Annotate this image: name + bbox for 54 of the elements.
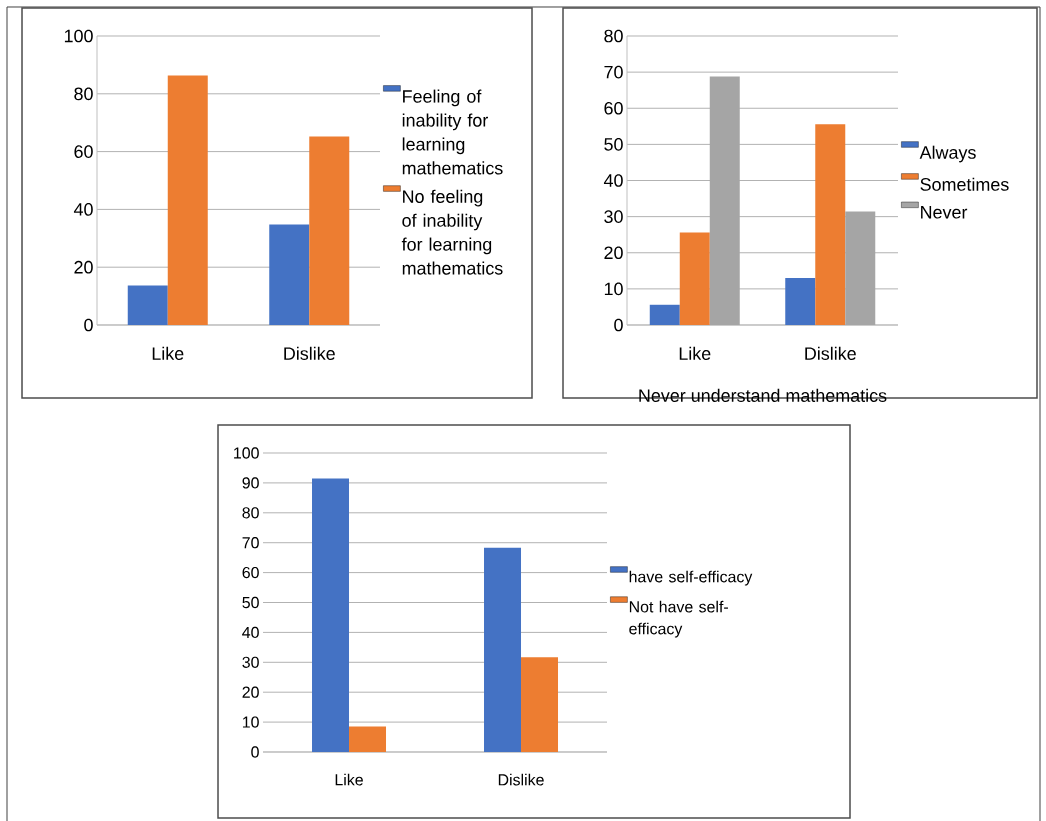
legend-label: Sometimes	[920, 177, 1009, 191]
y-tick-label: 30	[604, 210, 623, 223]
x-tick-label: Dislike	[498, 773, 544, 786]
y-tick-label: 60	[74, 145, 93, 158]
legend-label: Never	[921, 206, 968, 219]
bar	[269, 224, 310, 325]
y-tick-label: 100	[234, 447, 259, 459]
bar	[309, 136, 350, 325]
bar	[845, 211, 876, 325]
y-tick-label: 100	[64, 29, 93, 43]
legend-label: Not have self-efficacy	[629, 600, 728, 638]
bar	[312, 478, 350, 752]
x-tick-label: Like	[152, 346, 184, 360]
bar	[349, 726, 387, 752]
y-tick-label: 20	[604, 246, 623, 260]
bar	[815, 124, 846, 325]
y-tick-label: 60	[604, 101, 623, 115]
x-tick-label: Like	[335, 773, 363, 786]
y-tick-label: 50	[242, 596, 259, 609]
legend-label: No feeling of inability for learning mathematics	[401, 189, 503, 275]
y-tick-label: 50	[604, 138, 623, 151]
bar	[521, 657, 559, 752]
y-tick-label: 10	[242, 716, 259, 728]
bar	[484, 547, 522, 752]
y-tick-label: 10	[604, 282, 623, 296]
y-tick-label: 80	[604, 29, 623, 43]
y-tick-label: 90	[242, 477, 259, 489]
x-tick-label: Dislike	[805, 346, 856, 360]
y-tick-label: 80	[74, 87, 93, 101]
legend-label: Always	[919, 145, 976, 163]
legend-label: Feeling of inability for learning mathematics	[402, 89, 503, 175]
bar	[679, 232, 710, 325]
y-tick-label: 60	[242, 566, 259, 579]
y-tick-label: 70	[604, 65, 623, 79]
bar	[167, 75, 208, 325]
y-tick-label: 20	[242, 686, 259, 698]
y-tick-label: 70	[242, 537, 259, 549]
y-tick-label: 40	[73, 203, 93, 216]
y-tick-label: 30	[242, 656, 259, 668]
bar	[709, 76, 740, 325]
x-axis-title: Never understand mathematics	[639, 388, 887, 402]
x-tick-label: Like	[679, 346, 711, 360]
y-tick-label: 40	[242, 626, 259, 639]
y-tick-label: 0	[251, 746, 259, 758]
y-tick-label: 40	[603, 174, 623, 187]
bar	[127, 285, 168, 325]
y-tick-label: 0	[84, 318, 93, 332]
legend-label: have self-efficacy	[629, 570, 753, 586]
y-tick-label: 0	[614, 318, 623, 332]
bar	[649, 304, 680, 325]
y-tick-label: 20	[74, 260, 93, 274]
x-tick-label: Dislike	[284, 346, 335, 360]
bar	[785, 278, 816, 325]
y-tick-label: 80	[242, 507, 259, 519]
